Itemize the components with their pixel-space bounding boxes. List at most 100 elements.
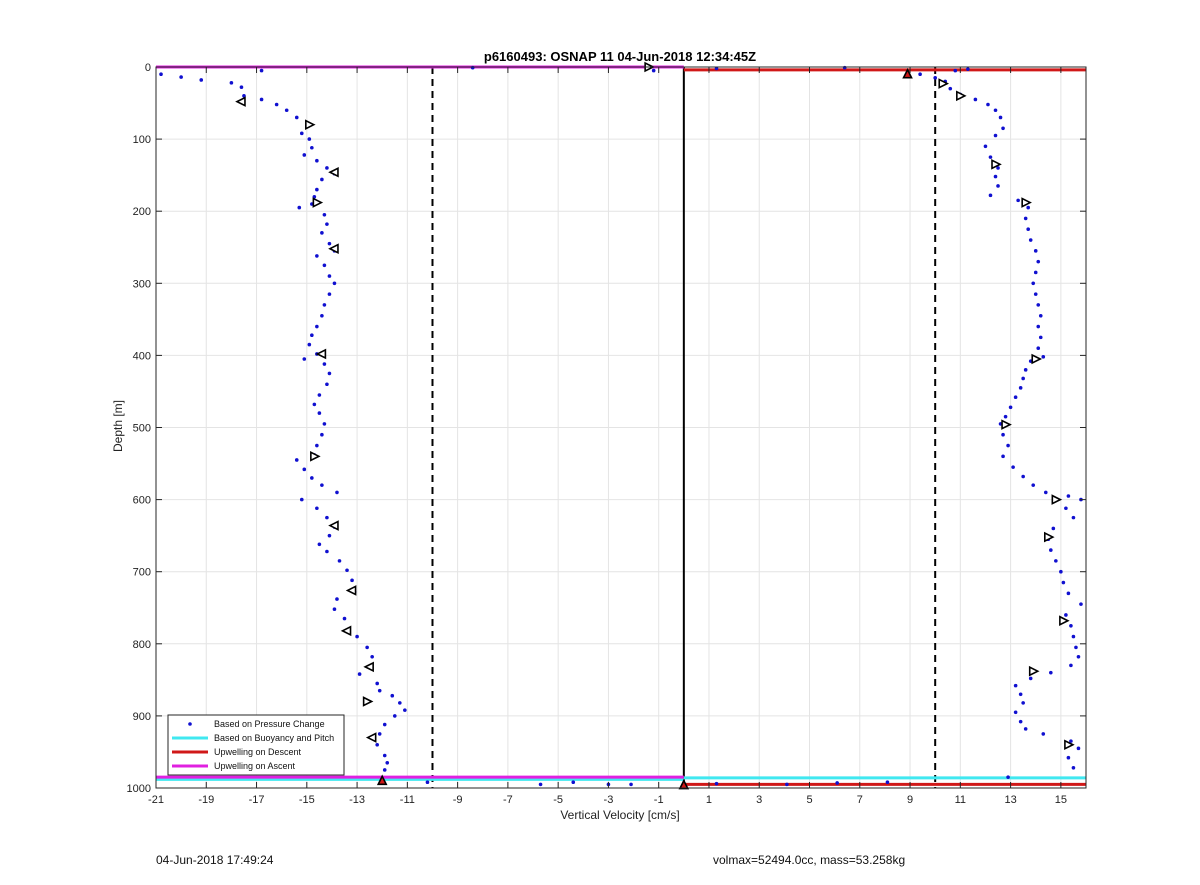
x-tick-label: -3 [604, 794, 614, 806]
x-tick-label: 5 [806, 794, 812, 806]
data-point [1049, 548, 1053, 552]
data-point [1023, 368, 1028, 372]
data-point [1026, 227, 1030, 232]
data-point [310, 145, 314, 150]
data-point [993, 108, 998, 113]
data-point [322, 422, 327, 426]
data-point [315, 158, 319, 163]
data-point [1071, 515, 1076, 520]
data-point [1071, 634, 1076, 639]
data-point [307, 137, 312, 141]
data-point [1041, 355, 1046, 359]
legend-entry-label: Upwelling on Descent [214, 747, 302, 757]
data-point [179, 75, 183, 79]
data-point [1061, 580, 1066, 585]
data-point [1013, 395, 1018, 400]
x-tick-label: -9 [453, 794, 463, 806]
x-tick-label: -1 [654, 794, 664, 806]
data-point [933, 76, 937, 80]
data-point [355, 634, 359, 639]
data-point [1036, 303, 1041, 307]
data-point [315, 443, 319, 448]
data-point [1013, 710, 1018, 715]
data-point [1021, 701, 1025, 705]
data-point [320, 177, 324, 182]
triangle-marker [315, 348, 327, 360]
data-point [327, 274, 332, 278]
data-point [239, 85, 244, 89]
triangle-marker [991, 159, 1002, 170]
y-tick-label: 100 [133, 134, 151, 146]
data-point [382, 768, 387, 772]
data-point [983, 144, 988, 149]
legend-entry-label: Upwelling on Ascent [214, 761, 296, 771]
data-point [996, 184, 1000, 188]
legend-entry-label: Based on Pressure Change [214, 719, 325, 729]
data-point [403, 708, 407, 712]
data-point [315, 324, 319, 329]
grid-lines [155, 66, 1086, 789]
data-point [375, 742, 379, 747]
data-point [322, 362, 327, 366]
triangle-marker [938, 78, 950, 89]
triangle-marker [328, 243, 339, 254]
data-point [1006, 443, 1010, 448]
triangle-marker [1031, 353, 1043, 365]
data-point [322, 303, 327, 307]
data-point [953, 68, 958, 73]
data-point [948, 86, 953, 91]
data-point [1064, 506, 1068, 511]
x-tick-label: -21 [148, 794, 164, 806]
data-point [315, 187, 319, 192]
data-point [1066, 494, 1071, 498]
data-point [342, 616, 347, 621]
data-point [835, 781, 839, 785]
triangle-marker [365, 732, 377, 743]
chart-title: p6160493: OSNAP 11 04-Jun-2018 12:34:45Z [484, 49, 756, 64]
triangle-marker [328, 166, 339, 178]
data-point [199, 78, 204, 82]
data-point [302, 153, 307, 157]
data-point [1021, 376, 1025, 381]
x-tick-label: -15 [299, 794, 315, 806]
data-point [1036, 324, 1041, 329]
data-point [312, 194, 317, 199]
y-tick-label: 900 [133, 711, 151, 723]
x-tick-label: -19 [198, 794, 214, 806]
data-point [327, 533, 332, 538]
data-point [1001, 432, 1005, 437]
data-point [1064, 613, 1068, 617]
data-point [1074, 645, 1078, 650]
data-point [317, 393, 322, 397]
y-tick-label: 400 [133, 350, 151, 362]
data-point [1041, 732, 1046, 736]
data-point [1031, 483, 1036, 487]
data-point [973, 97, 978, 102]
data-point [382, 722, 387, 727]
data-point [1021, 474, 1025, 479]
data-point [1016, 198, 1020, 203]
data-point [377, 732, 382, 736]
x-tick-label: 7 [857, 794, 863, 806]
data-point [327, 241, 332, 246]
data-point [320, 313, 324, 318]
data-point [1033, 249, 1038, 253]
data-point [332, 281, 337, 286]
data-point [986, 102, 990, 107]
x-tick-label: 3 [756, 794, 762, 806]
data-point [335, 490, 339, 495]
data-point [1023, 216, 1028, 221]
triangle-marker [345, 585, 357, 596]
data-point [357, 672, 362, 676]
data-point [785, 782, 789, 787]
data-point [1003, 414, 1008, 419]
triangle-marker [1059, 615, 1070, 627]
y-tick-label: 500 [133, 423, 151, 435]
triangle-marker [376, 774, 388, 786]
x-tick-label: -5 [553, 794, 563, 806]
data-point [317, 542, 322, 547]
data-point [332, 607, 337, 611]
data-point [1079, 602, 1083, 606]
data-point [1008, 405, 1013, 410]
triangle-marker [305, 119, 316, 130]
